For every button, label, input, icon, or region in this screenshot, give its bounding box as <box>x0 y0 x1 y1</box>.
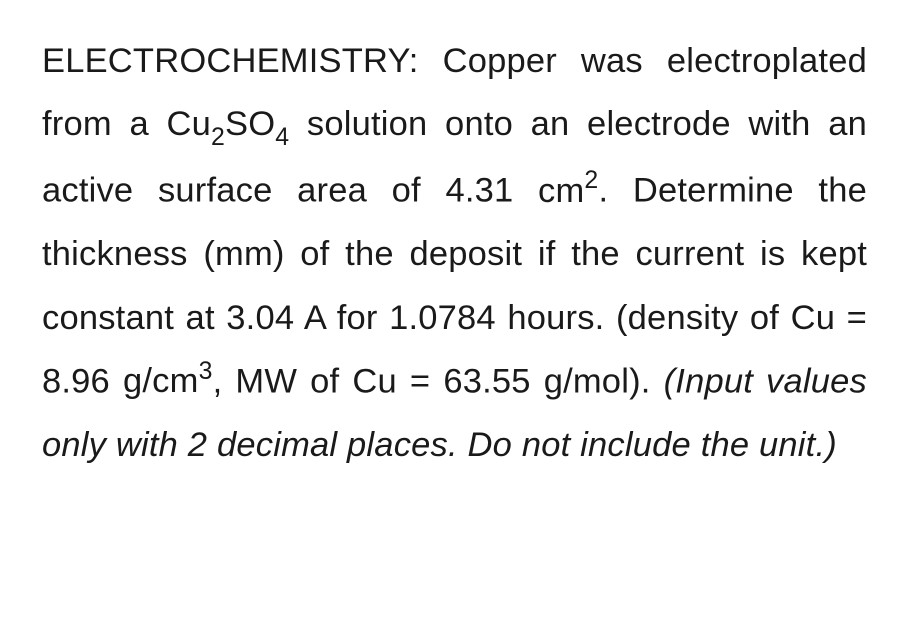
time-value: 1.0784 <box>389 299 496 337</box>
unit-base: cm <box>513 172 584 210</box>
formula-part: Cu <box>166 105 211 143</box>
unit-superscript: 3 <box>199 358 213 385</box>
area-value: 4.31 <box>445 172 513 210</box>
text-segment: , MW of Cu = <box>213 362 444 400</box>
formula-part: SO <box>225 105 275 143</box>
current-value: 3.04 <box>226 299 294 337</box>
formula-subscript: 2 <box>211 124 225 151</box>
formula-cu2so4: Cu2SO4 <box>166 105 289 143</box>
density-unit: g/cm3 <box>110 362 213 400</box>
density-value: 8.96 <box>42 362 110 400</box>
formula-subscript: 4 <box>275 124 289 151</box>
problem-text-block: ELECTROCHEMISTRY: Copper was electroplat… <box>0 0 909 507</box>
text-segment: g/mol). <box>531 362 664 400</box>
topic-label: ELECTROCHEMISTRY: <box>42 42 419 80</box>
mw-value: 63.55 <box>443 362 530 400</box>
text-segment: hours. (density of Cu = <box>496 299 867 337</box>
area-unit: cm2 <box>513 172 598 210</box>
unit-superscript: 2 <box>584 167 598 194</box>
unit-base: g/cm <box>110 362 199 400</box>
text-segment: A for <box>294 299 389 337</box>
